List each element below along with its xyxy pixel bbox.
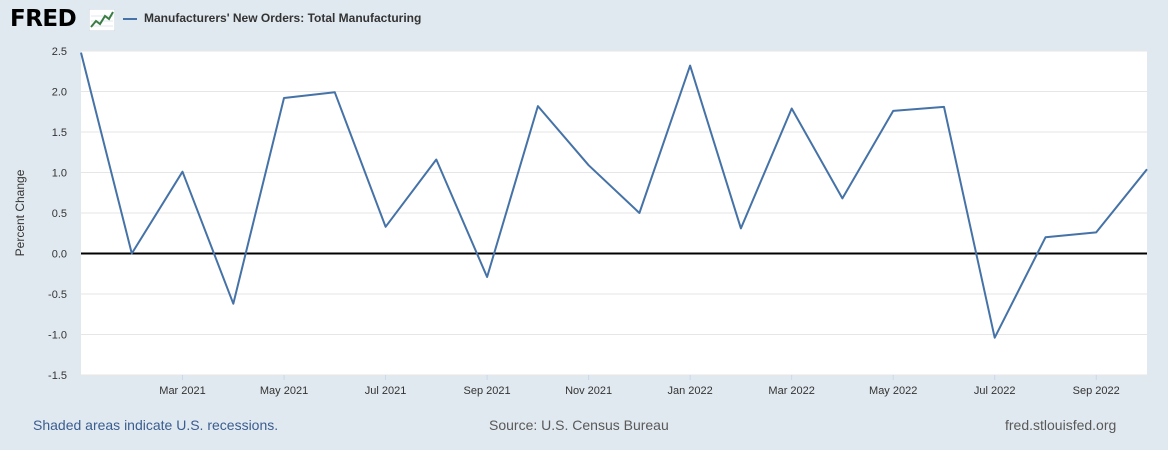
x-axis-ticks: Mar 2021 May 2021 Jul 2021 Sep 2021 Nov 2021… [159, 375, 1120, 397]
chart-header: FRED Manufacturers' New Orders: Total Ma… [0, 0, 1168, 40]
y-tick-label: 2.0 [52, 87, 67, 99]
y-axis-label: Percent Change [13, 169, 27, 256]
x-tick-label: Jul 2021 [365, 385, 407, 397]
x-tick-label: Sep 2022 [1073, 385, 1120, 397]
y-tick-label: -1.5 [48, 370, 67, 382]
y-tick-label: 2.5 [52, 46, 67, 58]
series-line[interactable] [80, 52, 1148, 339]
y-axis-ticks: 2.5 2.0 1.5 1.0 0.5 0.0 -0.5 -1.0 -1.5 [48, 46, 67, 382]
y-tick-label: 1.5 [52, 127, 67, 139]
recession-note-link[interactable]: Shaded areas indicate U.S. recessions. [33, 417, 279, 433]
x-tick-label: Jan 2022 [668, 385, 713, 397]
fred-logo[interactable]: FRED [10, 6, 77, 32]
y-tick-label: 0.5 [52, 208, 67, 220]
y-tick-label: -0.5 [48, 289, 67, 301]
source-text: Source: U.S. Census Bureau [489, 417, 669, 433]
x-tick-label: Mar 2022 [768, 385, 814, 397]
x-tick-label: Sep 2021 [464, 385, 511, 397]
y-tick-label: -1.0 [48, 330, 67, 342]
chart-trend-icon [89, 9, 115, 31]
legend-swatch [123, 18, 137, 20]
x-tick-label: Nov 2021 [565, 385, 612, 397]
legend-series-label[interactable]: Manufacturers' New Orders: Total Manufac… [144, 11, 422, 25]
x-tick-label: Jul 2022 [974, 385, 1016, 397]
gridlines [81, 50, 1147, 376]
x-tick-label: May 2022 [869, 385, 917, 397]
y-tick-label: 1.0 [52, 168, 67, 180]
x-tick-label: Mar 2021 [159, 385, 205, 397]
x-tick-label: May 2021 [260, 385, 308, 397]
y-tick-label: 0.0 [52, 249, 67, 261]
site-link[interactable]: fred.stlouisfed.org [1005, 417, 1117, 433]
